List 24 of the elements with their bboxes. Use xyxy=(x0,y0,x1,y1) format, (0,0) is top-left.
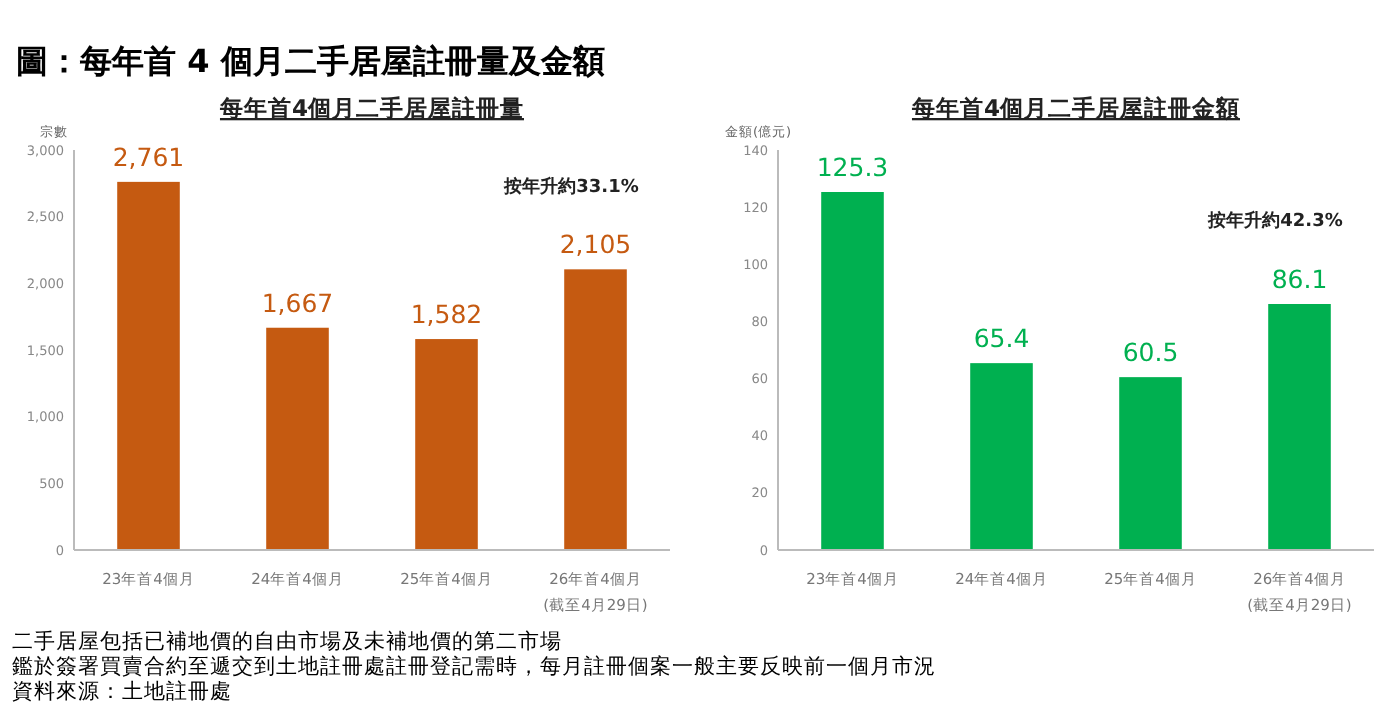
bar xyxy=(1268,304,1331,550)
bar xyxy=(266,327,329,550)
bar xyxy=(415,339,478,550)
annotation: 按年升約42.3% xyxy=(1206,210,1343,233)
text: 1,667 xyxy=(261,287,334,318)
text: 2,105 xyxy=(559,229,632,260)
data-label: 86.1 xyxy=(1271,264,1328,294)
bar xyxy=(821,192,884,550)
text: 1,582 xyxy=(410,299,483,330)
source-note: 資料來源：土地註冊處 xyxy=(12,678,232,704)
annotation: 按年升約33.1% xyxy=(502,175,639,198)
text: 2,761 xyxy=(112,141,185,172)
text: 二手居屋包括已補地價的自由市場及未補地價的第二市場 xyxy=(12,628,562,654)
chart-title: 每年首4個月二手居屋註冊量 xyxy=(217,94,525,122)
chart-title: 每年首4個月二手居屋註冊金額 xyxy=(909,94,1241,122)
data-label: 65.4 xyxy=(973,323,1030,354)
text: 鑑於簽署買賣合約至遞交到土地註冊處註冊登記需時，每月註冊個案一般主要反映前一個月市況 xyxy=(12,653,936,679)
text: 圖：每年首 4 個月二手居屋註冊量及金額 xyxy=(16,42,605,80)
data-label: 60.5 xyxy=(1122,337,1179,368)
data-label: 125.3 xyxy=(816,152,889,182)
bar xyxy=(1119,377,1182,550)
bar xyxy=(117,181,180,550)
bar xyxy=(970,363,1033,550)
bar xyxy=(564,269,627,550)
